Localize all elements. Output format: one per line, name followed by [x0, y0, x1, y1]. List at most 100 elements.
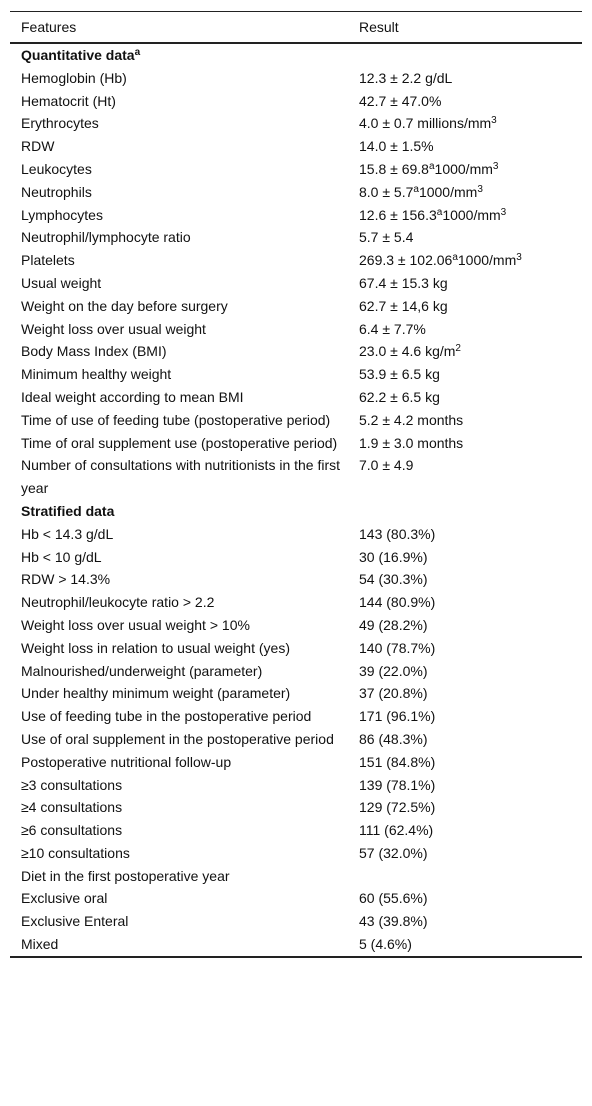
data-row: Neutrophil/leukocyte ratio > 2.2 144 (80.… [10, 591, 582, 614]
data-row: Use of feeding tube in the postoperative… [10, 705, 582, 728]
superscript: 2 [455, 343, 461, 355]
result-cell: 49 (28.2%) [359, 616, 428, 633]
feature-cell: RDW > 14.3% [21, 571, 111, 588]
cell-text: 23.0 ± 4.6 kg/m [359, 343, 456, 360]
feature-cell: Exclusive oral [21, 890, 108, 907]
feature-cell: ≥10 consultations [21, 844, 130, 861]
feature-cell: Neutrophils [21, 183, 92, 200]
table-header: Features Result [10, 11, 582, 43]
result-cell: 144 (80.9%) [359, 594, 436, 611]
superscript: 3 [516, 252, 522, 264]
cell-text: Stratified data [21, 502, 115, 519]
feature-cell: Hemoglobin (Hb) [21, 69, 127, 86]
feature-cell: Under healthy minimum weight (parameter) [21, 685, 291, 702]
data-row: ≥4 consultations 129 (72.5%) [10, 796, 582, 819]
result-cell: 12.6 ± 156.3a1000/mm3 [352, 204, 582, 227]
data-row: Exclusive oral 60 (55.6%) [10, 887, 582, 910]
feature-cell: Hb < 14.3 g/dL [21, 525, 114, 542]
feature-cell: ≥6 consultations [21, 822, 123, 839]
superscript: 3 [500, 206, 507, 218]
feature-cell: Weight loss over usual weight > 10% [21, 616, 250, 633]
feature-cell: Neutrophil/lymphocyte ratio [21, 229, 191, 246]
result-cell: 143 (80.3%) [359, 525, 436, 542]
feature-cell: Weight loss over usual weight [21, 320, 206, 337]
result-cell: 60 (55.6%) [359, 890, 428, 907]
data-row: Number of consultations with nutritionis… [10, 454, 582, 500]
feature-cell: Time of use of feeding tube (postoperati… [21, 411, 331, 428]
feature-cell: RDW [21, 138, 55, 155]
result-cell: 5 (4.6%) [359, 936, 412, 953]
feature-cell: Body Mass Index (BMI) [21, 343, 167, 360]
feature-cell: Number of consultations with nutritionis… [21, 457, 341, 497]
cell-text: 1000/mm [418, 183, 478, 200]
data-row: Ideal weight according to mean BMI 62.2 ±… [10, 386, 582, 409]
data-row: Lymphocytes 12.6 ± 156.3a1000/mm3 [10, 204, 582, 227]
result-cell: 139 (78.1%) [359, 776, 436, 793]
data-row: Neutrophils 8.0 ± 5.7a1000/mm3 [10, 181, 582, 204]
feature-cell: Ideal weight according to mean BMI [21, 388, 244, 405]
feature-cell: Hb < 10 g/dL [21, 548, 102, 565]
result-cell: 53.9 ± 6.5 kg [359, 366, 440, 383]
superscript: 3 [477, 183, 483, 195]
feature-cell: Weight loss in relation to usual weight … [21, 639, 290, 656]
data-row: Time of use of feeding tube (postoperati… [10, 409, 582, 432]
feature-cell: ≥4 consultations [21, 799, 123, 816]
data-row: Platelets 269.3 ± 102.06a1000/mm3 [10, 249, 582, 272]
feature-cell: Leukocytes [21, 160, 92, 177]
result-cell: 171 (96.1%) [359, 708, 436, 725]
feature-cell: Lymphocytes [21, 206, 103, 223]
cell-text: 269.3 ± 102.06 [359, 252, 453, 269]
result-cell: 111 (62.4%) [359, 822, 434, 839]
data-row: Hemoglobin (Hb) 12.3 ± 2.2 g/dL [10, 67, 582, 90]
cell-text: 12.6 ± 156.3 [359, 206, 437, 223]
superscript: a [413, 183, 419, 195]
superscript: a [452, 252, 458, 264]
data-table: Features Result Quantitative dataa Hemogl… [10, 11, 582, 958]
result-cell: 5.2 ± 4.2 months [359, 411, 464, 428]
superscript: a [134, 47, 141, 58]
result-cell: 39 (22.0%) [359, 662, 428, 679]
data-row: ≥10 consultations 57 (32.0%) [10, 842, 582, 865]
result-cell: 86 (48.3%) [359, 730, 428, 747]
result-cell: 57 (32.0%) [359, 844, 428, 861]
result-cell: 54 (30.3%) [359, 571, 428, 588]
data-row: Under healthy minimum weight (parameter)… [10, 682, 582, 705]
data-row: Neutrophil/lymphocyte ratio 5.7 ± 5.4 [10, 226, 582, 249]
superscript: a [428, 160, 435, 172]
data-row: Weight loss over usual weight 6.4 ± 7.7% [10, 318, 582, 341]
feature-cell: Neutrophil/leukocyte ratio > 2.2 [21, 594, 215, 611]
result-cell: 62.7 ± 14,6 kg [359, 297, 448, 314]
data-row: Hb < 14.3 g/dL 143 (80.3%) [10, 523, 582, 546]
data-row: Exclusive Enteral 43 (39.8%) [10, 910, 582, 933]
result-cell: 42.7 ± 47.0% [359, 92, 442, 109]
feature-cell: ≥3 consultations [21, 776, 123, 793]
feature-cell: Hematocrit (Ht) [21, 92, 116, 109]
cell-text: 1000/mm [434, 160, 493, 177]
data-row: Mixed 5 (4.6%) [10, 933, 582, 957]
feature-cell: Use of feeding tube in the postoperative… [21, 708, 312, 725]
feature-cell: Diet in the first postoperative year [21, 867, 230, 884]
feature-cell: Exclusive Enteral [21, 913, 129, 930]
result-cell: 23.0 ± 4.6 kg/m2 [352, 340, 582, 363]
data-row: Erythrocytes 4.0 ± 0.7 millions/mm3 [10, 112, 582, 135]
data-row: Use of oral supplement in the postoperat… [10, 728, 582, 751]
cell-text: 4.0 ± 0.7 millions/mm [359, 115, 492, 132]
cell-text: 8.0 ± 5.7 [359, 183, 414, 200]
result-cell: 15.8 ± 69.8a1000/mm3 [352, 158, 582, 181]
data-row: RDW > 14.3% 54 (30.3%) [10, 568, 582, 591]
result-cell: 14.0 ± 1.5% [359, 138, 434, 155]
data-row: Hb < 10 g/dL 30 (16.9%) [10, 546, 582, 569]
feature-cell: Malnourished/underweight (parameter) [21, 662, 263, 679]
superscript: 3 [492, 160, 499, 172]
result-cell: 6.4 ± 7.7% [359, 320, 426, 337]
data-row: Diet in the first postoperative year [10, 865, 582, 888]
data-row: Postoperative nutritional follow-up 151 (… [10, 751, 582, 774]
result-cell: 8.0 ± 5.7a1000/mm3 [352, 181, 582, 204]
data-row: Hematocrit (Ht) 42.7 ± 47.0% [10, 90, 582, 113]
feature-cell: Postoperative nutritional follow-up [21, 753, 232, 770]
result-cell: 140 (78.7%) [359, 639, 436, 656]
header-cell: Features [21, 18, 77, 35]
data-row: Weight on the day before surgery 62.7 ± 1… [10, 295, 582, 318]
feature-cell: Use of oral supplement in the postoperat… [21, 730, 334, 747]
